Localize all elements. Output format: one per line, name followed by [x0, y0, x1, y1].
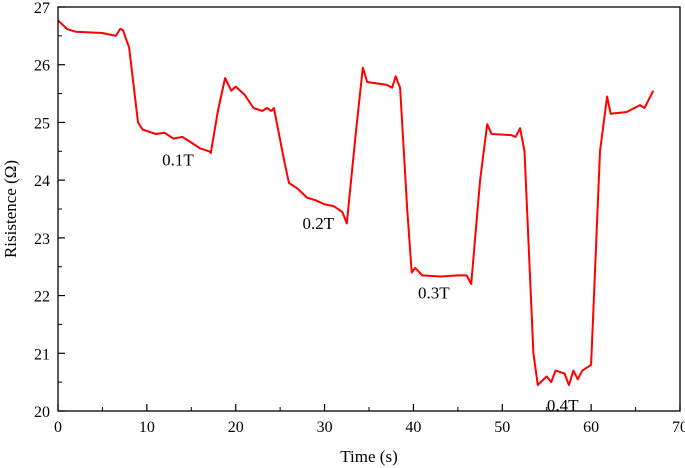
y-tick-label: 22	[34, 289, 50, 306]
y-tick-label: 21	[34, 346, 50, 363]
y-tick-label: 23	[34, 231, 50, 248]
axis-ticks: 0 10 20 30 40 50 60 70 20 21 22 23 24 25 26 27	[34, 0, 685, 436]
plot-frame	[57, 6, 681, 412]
y-tick-label: 26	[34, 58, 50, 75]
y-tick-label: 25	[34, 115, 50, 132]
annotation-label: 0.4T	[547, 396, 579, 415]
x-tick-label: 0	[54, 419, 62, 436]
x-tick-label: 20	[228, 419, 244, 436]
x-tick-label: 70	[672, 419, 685, 436]
x-tick-label: 60	[583, 419, 599, 436]
x-tick-label: 10	[139, 419, 155, 436]
x-axis-title: Time (s)	[340, 447, 397, 466]
y-tick-label: 27	[34, 0, 50, 17]
x-tick-label: 50	[494, 419, 510, 436]
annotations: 0.1T 0.2T 0.3T 0.4T	[162, 151, 579, 415]
y-tick-label: 20	[34, 404, 50, 421]
annotation-label: 0.2T	[303, 214, 335, 233]
series-line-resistance	[57, 19, 655, 386]
y-axis-title: Risistence (Ω)	[1, 160, 20, 258]
annotation-label: 0.3T	[418, 283, 450, 302]
y-tick-label: 24	[34, 173, 50, 190]
x-tick-label: 30	[317, 419, 333, 436]
x-tick-label: 40	[405, 419, 421, 436]
annotation-label: 0.1T	[162, 151, 194, 170]
